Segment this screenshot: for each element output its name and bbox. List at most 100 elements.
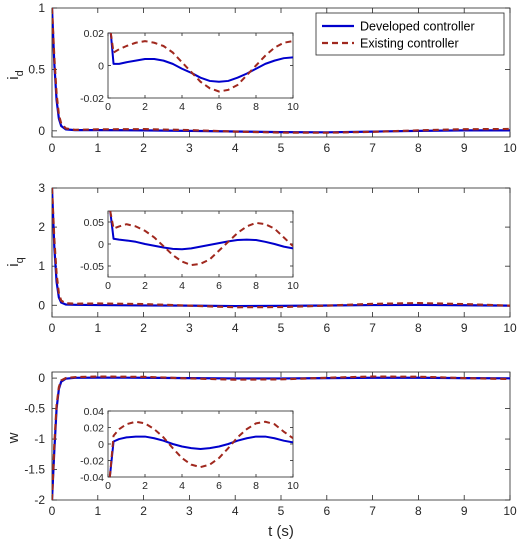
x-tick-label: 8 <box>253 280 259 292</box>
existing-controller-line <box>109 211 293 267</box>
x-tick-label: 4 <box>179 280 185 292</box>
x-tick-label: 7 <box>369 141 376 155</box>
existing-controller-line <box>108 420 293 477</box>
x-tick-label: 0 <box>105 101 111 113</box>
x-tick-label: 7 <box>369 321 376 335</box>
inset-2-frame <box>107 210 294 278</box>
x-tick-label: 10 <box>503 141 517 155</box>
x-tick-label: 10 <box>503 321 517 335</box>
x-tick-label: 0 <box>105 480 111 492</box>
y-tick-label: -1.5 <box>24 463 45 477</box>
y-tick-label: 0 <box>38 124 45 138</box>
y-tick-label: 1 <box>38 259 45 273</box>
existing-controller-line <box>52 8 510 134</box>
x-tick-label: 4 <box>179 480 185 492</box>
x-tick-label: 2 <box>140 141 147 155</box>
inset-2: 0 2 4 6 8 100.050-0.05 <box>80 210 299 292</box>
y-tick-label: 0 <box>98 439 104 451</box>
x-tick-label: 0 <box>49 321 56 335</box>
x-tick-label: 7 <box>369 504 376 518</box>
x-tick-label: 2 <box>142 480 148 492</box>
x-tick-label: 5 <box>278 504 285 518</box>
x-tick-label: 2 <box>140 321 147 335</box>
x-tick-label: 8 <box>415 321 422 335</box>
y-tick-label: 0.02 <box>84 423 105 435</box>
x-tick-label: 5 <box>278 141 285 155</box>
x-tick-label: 8 <box>415 504 422 518</box>
x-tick-label: 10 <box>287 101 299 113</box>
x-tick-label: 4 <box>232 321 239 335</box>
x-tick-label: 2 <box>140 504 147 518</box>
x-tick-label: 1 <box>94 141 101 155</box>
y-tick-label: -0.02 <box>80 93 104 105</box>
x-tick-label: 3 <box>186 504 193 518</box>
y-tick-label: -0.04 <box>80 472 104 484</box>
panel-1-series <box>52 8 510 134</box>
y-axis-label: iq <box>5 257 26 266</box>
developed-controller-line <box>109 211 293 251</box>
x-tick-label: 6 <box>216 101 222 113</box>
x-tick-label: 0 <box>105 280 111 292</box>
x-tick-label: 0 <box>49 141 56 155</box>
x-tick-label: 2 <box>142 101 148 113</box>
y-tick-label: 0 <box>38 298 45 312</box>
x-tick-label: 4 <box>179 101 185 113</box>
y-tick-label: 0 <box>98 239 104 251</box>
x-tick-label: 9 <box>461 141 468 155</box>
x-tick-label: 0 <box>49 504 56 518</box>
y-tick-label: 0.5 <box>28 62 45 76</box>
x-tick-label: 6 <box>323 504 330 518</box>
y-tick-label: -1 <box>34 432 45 446</box>
y-tick-label: -0.5 <box>24 402 45 416</box>
developed-controller-line <box>108 435 293 477</box>
y-tick-label: 3 <box>38 181 45 195</box>
x-tick-label: 9 <box>461 504 468 518</box>
x-tick-label: 10 <box>503 504 517 518</box>
x-tick-label: 6 <box>323 141 330 155</box>
existing-controller-line <box>52 188 510 309</box>
y-axis-label-text: i <box>5 76 22 79</box>
y-tick-label: -0.05 <box>80 261 104 273</box>
y-axis-label-text: w <box>5 432 22 444</box>
legend-label-existing: Existing controller <box>360 37 459 51</box>
x-tick-label: 1 <box>94 321 101 335</box>
existing-controller-line <box>52 375 510 500</box>
x-tick-label: 5 <box>278 321 285 335</box>
x-tick-label: 6 <box>216 480 222 492</box>
y-tick-label: -0.02 <box>80 456 104 468</box>
y-tick-label: 2 <box>38 220 45 234</box>
x-tick-label: 9 <box>461 321 468 335</box>
x-tick-label: 8 <box>253 480 259 492</box>
y-axis-label: w <box>5 432 22 444</box>
y-axis-label: id <box>5 70 26 79</box>
y-tick-label: 0.04 <box>84 406 105 418</box>
y-tick-label: 0 <box>38 371 45 385</box>
legend-box <box>315 12 505 56</box>
x-tick-label: 3 <box>186 321 193 335</box>
y-axis-label-text: i <box>5 263 22 266</box>
y-tick-label: 0.05 <box>84 217 105 229</box>
legend: Developed controller Existing controller <box>315 12 505 56</box>
x-tick-label: 8 <box>415 141 422 155</box>
inset-1: 0 2 4 6 8 100.020-0.02 <box>80 28 299 113</box>
panel-2-series <box>52 188 510 309</box>
y-tick-label: 1 <box>38 1 45 15</box>
y-axis-label-subscript: q <box>14 257 26 263</box>
y-axis-label-subscript: d <box>14 70 26 76</box>
developed-controller-line <box>109 33 293 83</box>
x-tick-label: 1 <box>94 504 101 518</box>
x-tick-label: 4 <box>232 141 239 155</box>
x-tick-label: 10 <box>287 480 299 492</box>
y-tick-label: -2 <box>34 493 45 507</box>
y-tick-label: 0.02 <box>84 28 105 40</box>
x-axis-label: t (s) <box>268 523 294 540</box>
x-tick-label: 8 <box>253 101 259 113</box>
legend-label-developed: Developed controller <box>360 20 475 34</box>
inset-3-series <box>108 420 293 477</box>
x-tick-label: 2 <box>142 280 148 292</box>
inset-3: 0 2 4 6 8 100.040.020-0.02-0.04 <box>80 406 299 492</box>
x-tick-label: 4 <box>232 504 239 518</box>
y-tick-label: 0 <box>98 61 104 73</box>
x-tick-label: 10 <box>287 280 299 292</box>
